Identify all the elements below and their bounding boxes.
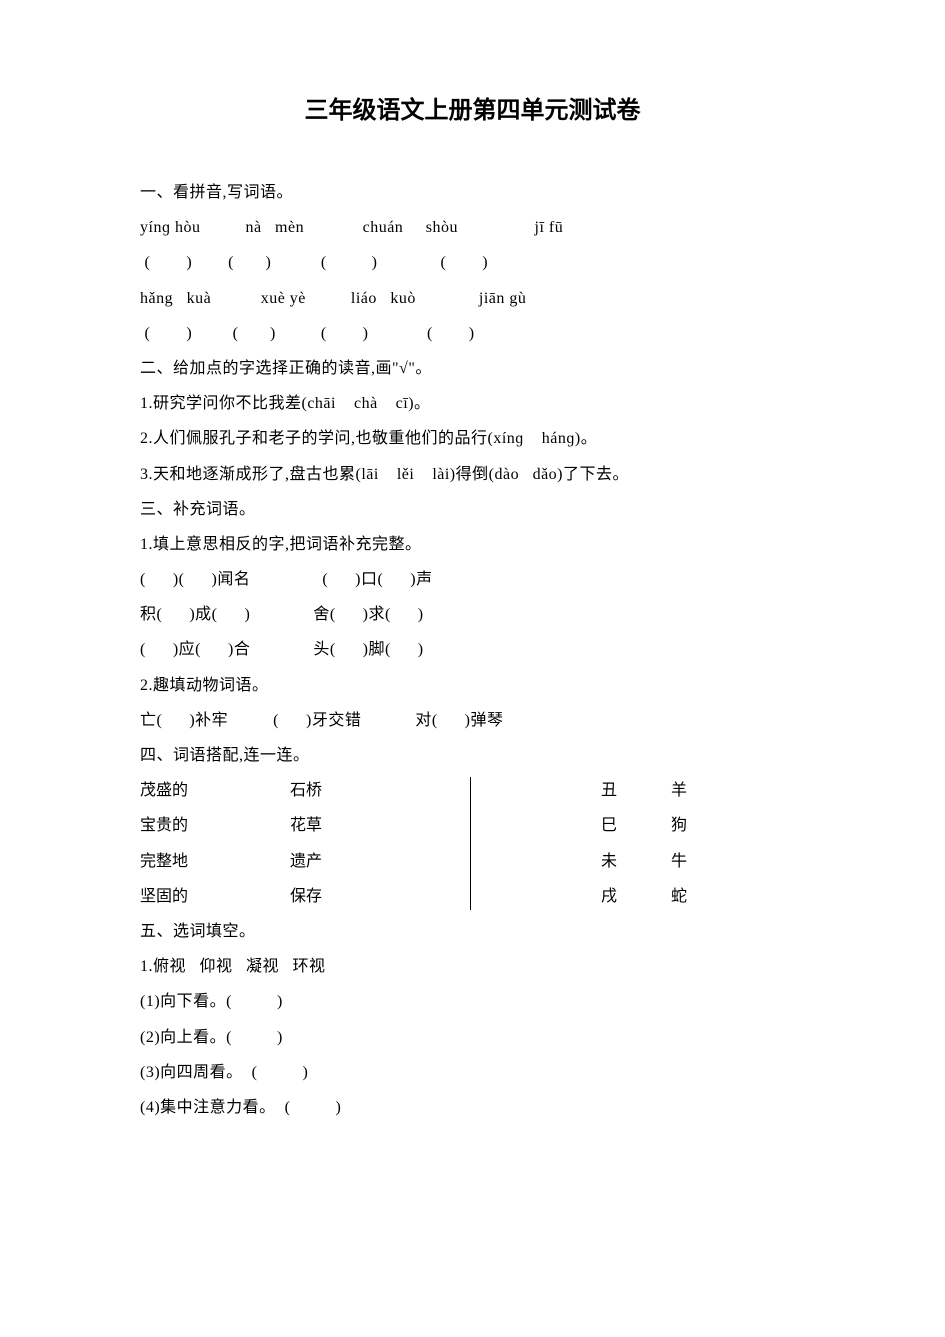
match-left-row: 宝贵的 花草 — [140, 808, 470, 843]
section4-heading: 四、词语搭配,连一连。 — [140, 738, 805, 773]
match-right-column: 丑 羊 巳 狗 未 牛 戌 蛇 — [471, 773, 687, 914]
section1-row2-blank: ( ) ( ) ( ) ( ) — [140, 316, 805, 351]
match-right-a: 未 — [601, 844, 671, 879]
section4-match-container: 茂盛的 石桥 宝贵的 花草 完整地 遗产 坚固的 保存 丑 羊 巳 狗 未 牛 — [140, 773, 805, 914]
match-left-row: 茂盛的 石桥 — [140, 773, 470, 808]
match-left-column: 茂盛的 石桥 宝贵的 花草 完整地 遗产 坚固的 保存 — [140, 773, 470, 914]
section1-row2-pinyin: hǎng kuà xuè yè liáo kuò jiān gù — [140, 281, 805, 316]
match-right-b: 狗 — [671, 808, 687, 843]
match-right-a: 戌 — [601, 879, 671, 914]
section3-sub2: 2.趣填动物词语。 — [140, 668, 805, 703]
match-left-a: 宝贵的 — [140, 808, 290, 843]
match-left-row: 坚固的 保存 — [140, 879, 470, 914]
match-left-a: 茂盛的 — [140, 773, 290, 808]
section5-heading: 五、选词填空。 — [140, 914, 805, 949]
section1-row1-pinyin: yínɡ hòu nà mèn chuán shòu jī fū — [140, 210, 805, 245]
match-left-row: 完整地 遗产 — [140, 844, 470, 879]
match-right-b: 羊 — [671, 773, 687, 808]
section3-s1-line2: 积( )成( ) 舍( )求( ) — [140, 597, 805, 632]
match-right-a: 丑 — [601, 773, 671, 808]
match-left-b: 花草 — [290, 808, 322, 843]
section1-heading: 一、看拼音,写词语。 — [140, 175, 805, 210]
section3-s1-line3: ( )应( )合 头( )脚( ) — [140, 632, 805, 667]
match-right-row: 巳 狗 — [601, 808, 687, 843]
section2-item3: 3.天和地逐渐成形了,盘古也累(lāi lěi lài)得倒(dào dǎo)了… — [140, 457, 805, 492]
match-right-row: 戌 蛇 — [601, 879, 687, 914]
section5-sub1: 1.俯视 仰视 凝视 环视 — [140, 949, 805, 984]
match-right-row: 丑 羊 — [601, 773, 687, 808]
section3-s2-line1: 亡( )补牢 ( )牙交错 对( )弹琴 — [140, 703, 805, 738]
section2-heading: 二、给加点的字选择正确的读音,画"√"。 — [140, 351, 805, 386]
section5-item2: (2)向上看。( ) — [140, 1020, 805, 1055]
match-right-b: 蛇 — [671, 879, 687, 914]
section3-heading: 三、补充词语。 — [140, 492, 805, 527]
match-right-row: 未 牛 — [601, 844, 687, 879]
section2-item1: 1.研究学问你不比我差(chāi chà cī)。 — [140, 386, 805, 421]
match-left-a: 坚固的 — [140, 879, 290, 914]
section2-item2: 2.人们佩服孔子和老子的学问,也敬重他们的品行(xínɡ hánɡ)。 — [140, 421, 805, 456]
match-right-a: 巳 — [601, 808, 671, 843]
match-left-b: 保存 — [290, 879, 322, 914]
section1-row1-blank: ( ) ( ) ( ) ( ) — [140, 245, 805, 280]
section5-item1: (1)向下看。( ) — [140, 984, 805, 1019]
match-left-b: 遗产 — [290, 844, 322, 879]
match-left-a: 完整地 — [140, 844, 290, 879]
match-left-b: 石桥 — [290, 773, 322, 808]
section5-item3: (3)向四周看。 ( ) — [140, 1055, 805, 1090]
section3-s1-line1: ( )( )闻名 ( )口( )声 — [140, 562, 805, 597]
match-right-b: 牛 — [671, 844, 687, 879]
page-title: 三年级语文上册第四单元测试卷 — [140, 90, 805, 125]
section3-sub1: 1.填上意思相反的字,把词语补充完整。 — [140, 527, 805, 562]
section5-item4: (4)集中注意力看。 ( ) — [140, 1090, 805, 1125]
